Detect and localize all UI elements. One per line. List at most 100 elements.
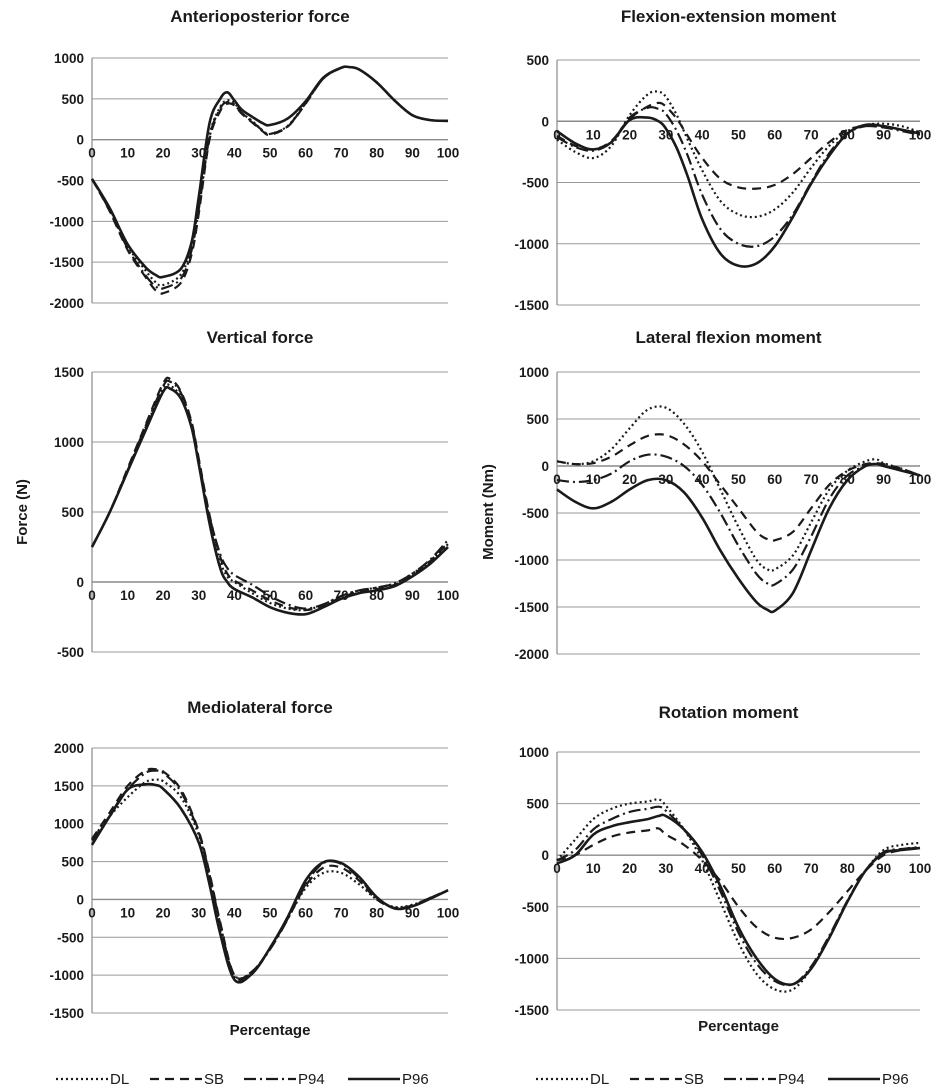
x-tick-label: 50 — [731, 127, 746, 142]
x-tick-label: 0 — [88, 905, 96, 920]
x-tick-label: 0 — [553, 472, 561, 487]
y-tick-label: 500 — [526, 412, 549, 427]
y-tick-label: 1000 — [54, 435, 84, 450]
x-tick-label: 50 — [262, 905, 277, 920]
chart-panel-5: Mediolateral force2000150010005000-500-1… — [49, 698, 459, 1039]
chart-panel-4: Lateral flexion moment10005000-500-1000-… — [480, 328, 931, 662]
x-tick-label: 100 — [909, 472, 932, 487]
y-tick-label: -2000 — [514, 647, 549, 662]
y-tick-label: -500 — [522, 176, 549, 191]
y-tick-label: -500 — [57, 930, 84, 945]
x-tick-label: 70 — [334, 146, 349, 161]
x-tick-label: 20 — [156, 588, 171, 603]
x-tick-label: 50 — [262, 146, 277, 161]
y-tick-label: 0 — [541, 114, 549, 129]
x-tick-label: 70 — [804, 861, 819, 876]
chart-title: Anterioposterior force — [170, 7, 349, 26]
chart-panel-1: Anterioposterior force 1000 500 0 -500 -1000 -… — [49, 7, 459, 311]
legend-left: DL SB P94 P96 — [56, 1071, 429, 1088]
y-tick-label: -1500 — [514, 600, 549, 615]
chart-panel-2: Flexion-extension moment5000-500-1000-15… — [514, 7, 931, 313]
y-tick-label: 1500 — [54, 779, 84, 794]
y-tick-label: 500 — [61, 92, 84, 107]
legend-label-dl: DL — [110, 1071, 129, 1088]
x-tick-label: 30 — [658, 127, 673, 142]
y-tick-label: -500 — [522, 900, 549, 915]
x-tick-label: 20 — [622, 861, 637, 876]
y-tick-label: 1000 — [519, 365, 549, 380]
y-tick-label: 0 — [76, 575, 84, 590]
x-tick-label: 70 — [804, 127, 819, 142]
chart-title: Mediolateral force — [187, 698, 333, 717]
x-tick-label: 40 — [227, 905, 242, 920]
legend-label-p96: P96 — [402, 1071, 429, 1088]
series-line-p96 — [90, 385, 449, 616]
x-tick-label: 70 — [804, 472, 819, 487]
x-tick-label: 90 — [876, 127, 891, 142]
x-tick-label: 70 — [334, 905, 349, 920]
y-tick-label: -1500 — [514, 1003, 549, 1018]
x-tick-label: 30 — [191, 905, 206, 920]
legend-label-sb: SB — [684, 1071, 704, 1088]
x-tick-label: 0 — [88, 588, 96, 603]
y-tick-label: 1000 — [54, 51, 84, 66]
x-tick-label: 20 — [622, 127, 637, 142]
y-tick-label: 1000 — [519, 745, 549, 760]
legend-right: DL SB P94 P96 — [536, 1071, 909, 1088]
series-line-dl — [556, 798, 921, 993]
series-line-dl — [91, 65, 449, 287]
y-tick-label: -1000 — [514, 951, 549, 966]
x-tick-label: 60 — [298, 146, 313, 161]
y-tick-label: -500 — [522, 506, 549, 521]
legend-label-p94: P94 — [298, 1071, 325, 1088]
x-tick-label: 60 — [767, 861, 782, 876]
legend-label-p96: P96 — [882, 1071, 909, 1088]
y-tick-label: 500 — [526, 53, 549, 68]
legend-label-dl: DL — [590, 1071, 609, 1088]
y-tick-label: -500 — [57, 645, 84, 660]
y-tick-label: -1000 — [49, 214, 84, 229]
x-tick-label: 80 — [840, 861, 855, 876]
series-line-sb — [556, 827, 921, 941]
series-line-dl — [91, 383, 449, 612]
x-tick-label: 100 — [909, 127, 932, 142]
y-tick-label: 500 — [526, 797, 549, 812]
y-tick-label: 0 — [76, 133, 84, 148]
x-tick-label: 10 — [586, 472, 601, 487]
x-tick-label: 30 — [191, 146, 206, 161]
x-tick-label: 20 — [156, 905, 171, 920]
series-line-dl — [556, 90, 921, 219]
chart-title: Vertical force — [207, 328, 314, 347]
x-tick-label: 50 — [731, 861, 746, 876]
y-tick-label: -1000 — [514, 553, 549, 568]
x-tick-label: 20 — [156, 146, 171, 161]
series-line-sb — [91, 376, 449, 612]
series-line-p94 — [91, 379, 449, 610]
series-line-sb — [556, 101, 921, 190]
x-tick-label: 80 — [369, 146, 384, 161]
x-tick-label: 10 — [586, 127, 601, 142]
legend-label-p94: P94 — [778, 1071, 805, 1088]
y-tick-label: 500 — [61, 855, 84, 870]
series-line-p96 — [556, 115, 921, 268]
series-line-p96 — [90, 65, 449, 279]
x-axis-label: Percentage — [230, 1022, 311, 1039]
x-tick-label: 60 — [767, 472, 782, 487]
x-tick-label: 100 — [437, 905, 460, 920]
series-line-p94 — [556, 106, 921, 248]
legend-label-sb: SB — [204, 1071, 224, 1088]
series-line-dl — [556, 405, 921, 572]
chart-title: Rotation moment — [659, 703, 799, 722]
y-tick-label: -500 — [57, 174, 84, 189]
x-tick-label: 90 — [876, 861, 891, 876]
x-axis-label: Percentage — [698, 1018, 779, 1035]
y-tick-label: 2000 — [54, 741, 84, 756]
x-tick-label: 30 — [658, 861, 673, 876]
x-tick-label: 10 — [120, 146, 135, 161]
x-tick-label: 50 — [731, 472, 746, 487]
y-tick-label: -1500 — [49, 255, 84, 270]
x-tick-label: 90 — [405, 146, 420, 161]
y-tick-label: -1000 — [49, 968, 84, 983]
